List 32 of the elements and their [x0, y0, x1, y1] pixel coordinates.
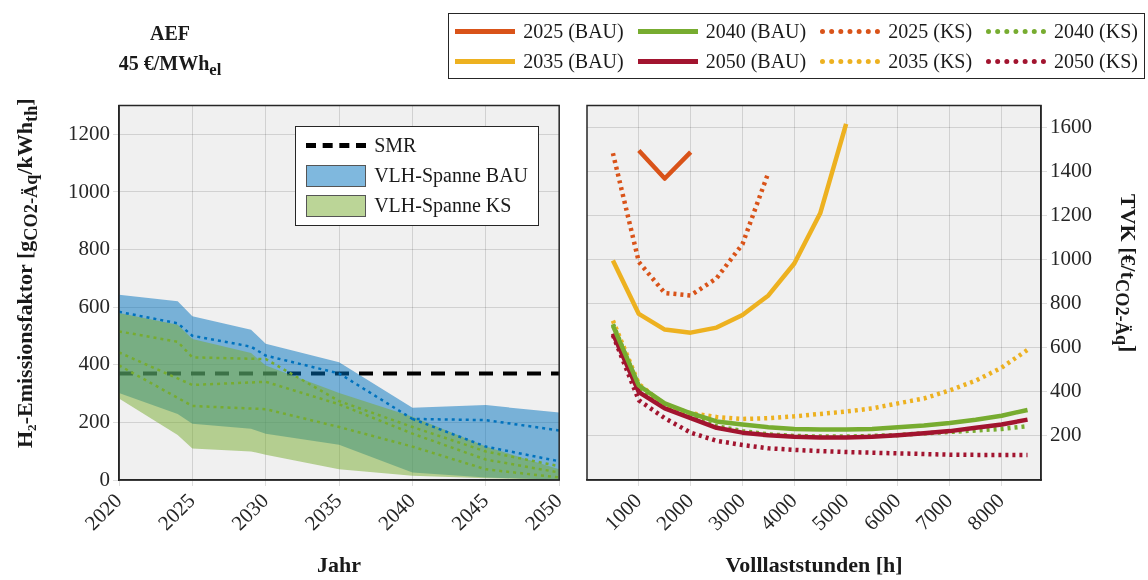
legend-label: 2025 (BAU)	[523, 19, 624, 43]
y2-tick-label: 200	[1050, 422, 1082, 447]
y2-tick-label: 1000	[1050, 246, 1092, 271]
legend-label: 2035 (BAU)	[523, 49, 624, 73]
y-tick-label: 600	[78, 293, 110, 318]
y-tick-label: 400	[78, 351, 110, 376]
y2-tick-label: 400	[1050, 378, 1082, 403]
legend-label: VLH-Spanne BAU	[374, 164, 529, 188]
legend-label: VLH-Spanne KS	[374, 194, 512, 218]
legend-label: 2025 (KS)	[888, 19, 973, 43]
x-tick-label: 4000	[755, 488, 802, 536]
legend-label: 2040 (KS)	[1054, 19, 1138, 43]
legend-label: 2050 (BAU)	[705, 49, 807, 73]
x-tick-label: 6000	[858, 488, 906, 536]
y-tick-label: 0	[99, 466, 110, 491]
y2-tick-label: 1200	[1050, 202, 1092, 227]
y2-tick-label: 800	[1050, 290, 1082, 315]
legend-label: 2035 (KS)	[888, 49, 973, 73]
chart-title: AEF	[149, 21, 191, 46]
chart-subtitle: 45 €/MWh$_{el}$	[117, 51, 223, 81]
y-tick-label: 200	[78, 408, 110, 433]
legend-label: SMR	[374, 134, 417, 158]
x-axis-title: Volllaststunden [h]	[724, 552, 904, 578]
y2-tick-label: 600	[1050, 334, 1082, 359]
y2-tick-label: 1400	[1050, 158, 1092, 183]
y2-tick-label: 1600	[1050, 114, 1092, 139]
x-axis-title: Jahr	[316, 552, 363, 578]
y-tick-label: 1000	[68, 178, 110, 203]
y-tick-label: 1200	[68, 120, 110, 145]
y-tick-label: 800	[78, 236, 110, 261]
legend-label: 2040 (BAU)	[705, 19, 807, 43]
legend-label: 2050 (KS)	[1054, 49, 1138, 73]
